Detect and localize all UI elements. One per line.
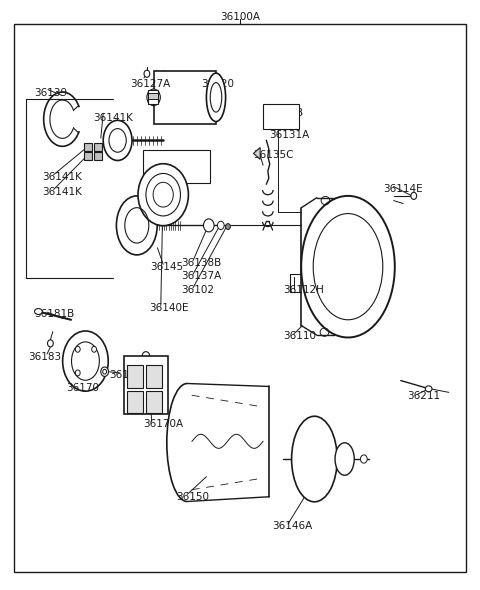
Bar <box>148 93 158 99</box>
Text: 36127A: 36127A <box>131 79 171 88</box>
Text: 36114E: 36114E <box>383 184 423 194</box>
Text: 36112H: 36112H <box>283 286 324 295</box>
Ellipse shape <box>411 192 417 199</box>
Text: 36146A: 36146A <box>273 522 313 531</box>
Ellipse shape <box>301 196 395 337</box>
Ellipse shape <box>292 417 337 502</box>
Text: 36138B: 36138B <box>181 258 222 267</box>
Ellipse shape <box>103 120 132 160</box>
Ellipse shape <box>425 386 432 392</box>
Text: 36130B: 36130B <box>263 109 303 118</box>
Text: 36183: 36183 <box>28 352 61 362</box>
Text: 36182: 36182 <box>109 370 143 379</box>
Ellipse shape <box>138 163 188 226</box>
Polygon shape <box>253 148 260 159</box>
Text: 36120: 36120 <box>202 79 235 88</box>
Text: 36141K: 36141K <box>42 187 82 196</box>
Ellipse shape <box>48 340 53 347</box>
Bar <box>146 365 162 388</box>
Ellipse shape <box>217 221 224 230</box>
Bar <box>127 391 143 413</box>
Ellipse shape <box>360 455 367 463</box>
Text: 36139: 36139 <box>35 88 68 98</box>
Ellipse shape <box>206 73 226 122</box>
Text: 36140E: 36140E <box>149 303 188 313</box>
Bar <box>84 152 92 160</box>
Bar <box>146 391 162 413</box>
Bar <box>263 104 299 129</box>
Text: 36181B: 36181B <box>35 309 75 319</box>
Text: 36141K: 36141K <box>42 172 82 182</box>
Text: 36170: 36170 <box>66 384 99 393</box>
Text: 36110: 36110 <box>283 332 316 341</box>
Ellipse shape <box>147 89 160 106</box>
Bar <box>127 365 143 388</box>
Text: 36170A: 36170A <box>143 419 183 428</box>
Ellipse shape <box>144 70 150 77</box>
Text: 36150: 36150 <box>177 492 210 502</box>
Ellipse shape <box>101 367 108 376</box>
Bar <box>94 152 102 160</box>
Bar <box>143 150 210 183</box>
Ellipse shape <box>62 331 108 391</box>
Ellipse shape <box>75 370 80 376</box>
Ellipse shape <box>92 346 96 352</box>
Text: 36137A: 36137A <box>181 271 222 281</box>
Bar <box>84 143 92 151</box>
Bar <box>94 143 102 151</box>
Ellipse shape <box>226 224 230 230</box>
Ellipse shape <box>35 309 42 314</box>
Ellipse shape <box>204 219 214 232</box>
Bar <box>124 356 168 414</box>
Text: 36131A: 36131A <box>269 130 309 139</box>
Text: 36145: 36145 <box>150 262 183 271</box>
Ellipse shape <box>335 442 354 476</box>
Bar <box>154 71 216 124</box>
Text: 36141K: 36141K <box>94 113 133 123</box>
Text: 36135C: 36135C <box>253 150 294 159</box>
Ellipse shape <box>116 196 157 255</box>
Text: 36211: 36211 <box>407 392 440 401</box>
Text: 36100A: 36100A <box>220 12 260 21</box>
Ellipse shape <box>75 346 80 352</box>
Text: 36102: 36102 <box>181 286 215 295</box>
Bar <box>148 90 158 104</box>
